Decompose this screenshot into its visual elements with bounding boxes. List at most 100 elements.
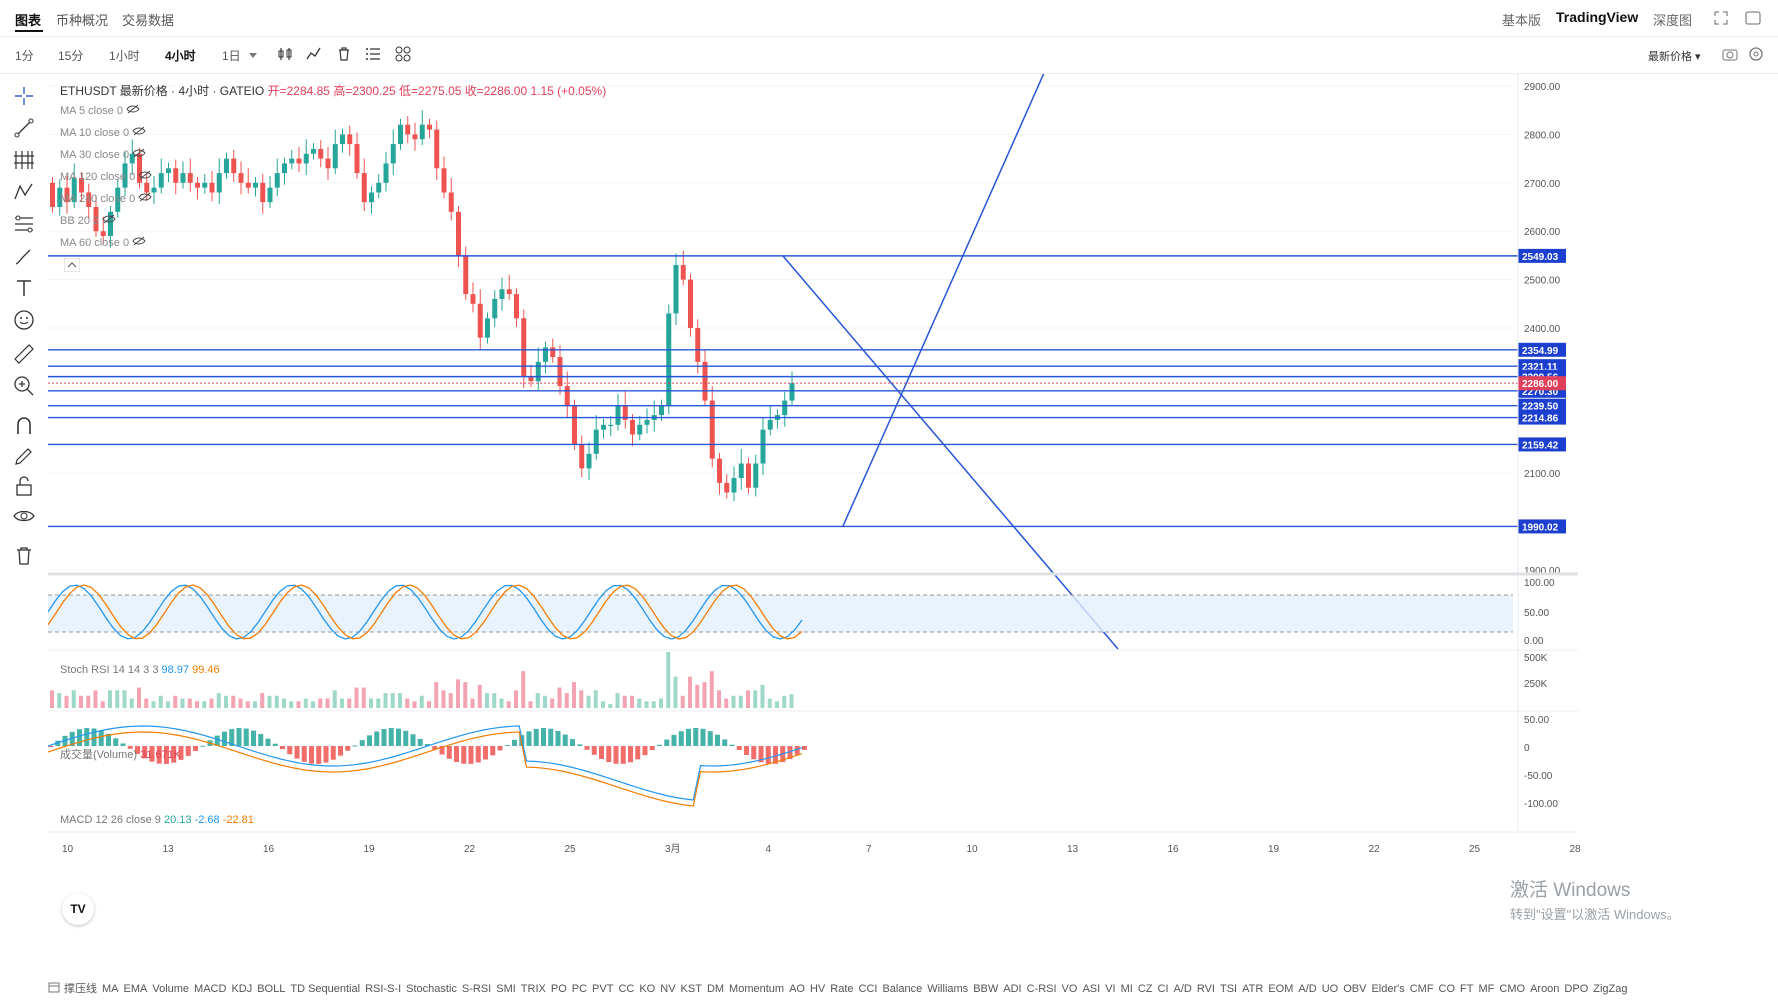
indicator-item[interactable]: CCI [858,983,878,995]
candle-type-icon[interactable] [276,45,294,63]
indicator-item[interactable]: KO [639,983,656,995]
descending-trend-line[interactable] [782,255,1119,650]
indicator-item[interactable]: KDJ [231,983,253,995]
unlock-icon[interactable] [12,474,36,498]
indicator-item[interactable]: CI [1157,983,1169,995]
measure-icon[interactable] [12,342,36,366]
price-chart[interactable]: 2549.032354.992321.112299.562270.302239.… [48,74,1778,954]
basic-view-button[interactable]: 基本版 [1502,13,1542,28]
indicator-item[interactable]: CZ [1137,983,1153,995]
indicator-item[interactable]: BOLL [257,983,286,995]
tradingview-button[interactable]: TradingView [1556,9,1639,25]
eye-hidden-icon[interactable] [132,126,146,136]
ma-legend-item[interactable]: MA 30 close 0 [60,148,146,161]
indicator-item[interactable]: TSI [1219,983,1238,995]
indicator-item[interactable]: Balance [882,983,923,995]
indicator-item[interactable]: Stochastic [406,983,457,995]
indicator-item[interactable]: CMO [1499,983,1526,995]
fib-icon[interactable] [12,148,36,172]
brush-icon[interactable] [12,244,36,268]
ma-legend-item[interactable]: MA 240 close 0 [60,192,152,205]
calendar-icon[interactable] [48,981,60,993]
indicator-item[interactable]: DPO [1564,983,1589,995]
interval-4h[interactable]: 4小时 [165,49,196,63]
collapse-chevron-icon[interactable] [64,258,80,272]
list-icon[interactable] [364,45,382,63]
indicator-item[interactable]: ASI [1082,983,1101,995]
eye-hidden-icon[interactable] [132,236,146,246]
delete-drawings-icon[interactable] [12,544,36,568]
trash-icon[interactable] [335,45,353,63]
indicator-item[interactable]: NV [660,983,676,995]
layout-grid-icon[interactable] [394,45,412,63]
indicator-item[interactable]: A/D [1298,983,1317,995]
indicator-item[interactable]: Aroon [1530,983,1560,995]
indicator-item[interactable]: 撑压线 [64,983,97,995]
crosshair-icon[interactable] [12,84,36,108]
indicator-item[interactable]: FT [1460,983,1474,995]
indicator-item[interactable]: ATR [1242,983,1264,995]
indicator-item[interactable]: TD Sequential [290,983,361,995]
indicator-item[interactable]: VO [1061,983,1078,995]
ma-legend-item[interactable]: MA 120 close 0 [60,170,152,183]
indicator-item[interactable]: A/D [1173,983,1192,995]
indicator-item[interactable]: ZigZag [1593,983,1628,995]
indicator-item[interactable]: C-RSI [1026,983,1057,995]
indicator-item[interactable]: Elder's [1371,983,1405,995]
chevron-down-icon[interactable] [249,53,257,59]
indicator-item[interactable]: TRIX [520,983,546,995]
indicator-item[interactable]: DM [706,983,725,995]
indicator-item[interactable]: RVI [1196,983,1215,995]
trend-line-icon[interactable] [12,116,36,140]
indicator-item[interactable]: EMA [123,983,148,995]
indicator-item[interactable]: Williams [927,983,969,995]
indicator-item[interactable]: MI [1120,983,1133,995]
indicator-item[interactable]: S-RSI [461,983,492,995]
indicator-item[interactable]: Volume [152,983,190,995]
interval-1d[interactable]: 1日 [222,49,241,63]
eye-hidden-icon[interactable] [138,170,152,180]
interval-15m[interactable]: 15分 [58,49,84,63]
interval-1m[interactable]: 1分 [15,49,34,63]
text-icon[interactable] [12,276,36,300]
indicator-item[interactable]: PVT [592,983,614,995]
tab-trading-data[interactable]: 交易数据 [122,13,175,28]
indicator-item[interactable]: AO [789,983,805,995]
tradingview-logo[interactable]: TV [62,893,94,925]
trend-lines[interactable] [782,74,1119,650]
fullscreen-icon[interactable] [1714,11,1728,25]
indicator-item[interactable]: CO [1438,983,1456,995]
indicator-item[interactable]: Momentum [729,983,785,995]
ma-legend-item[interactable]: MA 5 close 0 [60,104,140,117]
settings-gear-icon[interactable] [1748,46,1764,62]
indicator-item[interactable]: PO [550,983,567,995]
window-icon[interactable] [1745,11,1761,25]
indicator-item[interactable]: PC [571,983,588,995]
indicator-item[interactable]: MACD [194,983,227,995]
ma-legend-item[interactable]: MA 60 close 0 [60,236,146,249]
indicator-item[interactable]: CMF [1409,983,1434,995]
depth-chart-button[interactable]: 深度图 [1653,13,1693,28]
indicator-item[interactable]: OBV [1343,983,1367,995]
lock-draw-icon[interactable] [12,444,36,468]
pattern-icon[interactable] [12,180,36,204]
ruler-range-icon[interactable] [12,212,36,236]
ma-legend-item[interactable]: BB 20 2 [60,214,116,227]
price-mode-select[interactable]: 最新价格 ▾ [1648,51,1701,63]
indicators-icon[interactable] [305,45,323,63]
indicator-item[interactable]: ADI [1003,983,1022,995]
indicator-item[interactable]: KST [680,983,702,995]
indicator-item[interactable]: EOM [1268,983,1294,995]
ma-legend-item[interactable]: MA 10 close 0 [60,126,146,139]
indicator-item[interactable]: UO [1321,983,1339,995]
eye-hidden-icon[interactable] [102,214,116,224]
indicator-item[interactable]: VI [1105,983,1116,995]
tab-chart[interactable]: 图表 [15,13,42,28]
indicator-item[interactable]: Rate [830,983,854,995]
indicator-item[interactable]: RSI-S-I [365,983,402,995]
magnet-icon[interactable] [12,414,36,438]
zoom-in-icon[interactable] [12,374,36,398]
tab-coin-overview[interactable]: 币种概况 [56,13,109,28]
horizontal-price-lines[interactable]: 2549.032354.992321.112299.562270.302239.… [48,248,1566,534]
interval-1h[interactable]: 1小时 [109,49,140,63]
